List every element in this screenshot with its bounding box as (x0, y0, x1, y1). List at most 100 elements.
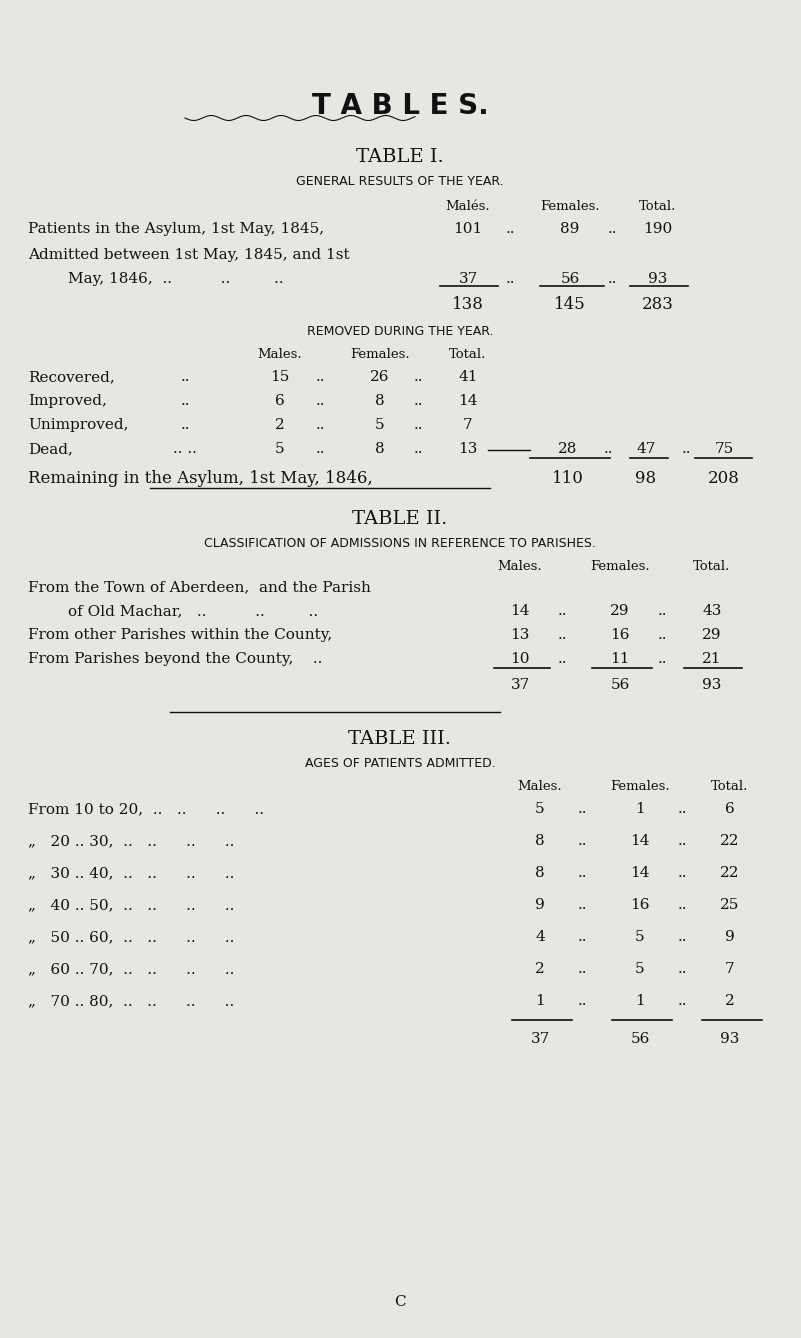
Text: 56: 56 (561, 272, 580, 286)
Text: ..: .. (578, 962, 587, 975)
Text: ..: .. (180, 371, 190, 384)
Text: ..: .. (678, 962, 686, 975)
Text: TABLE I.: TABLE I. (356, 149, 444, 166)
Text: ..: .. (557, 603, 567, 618)
Text: 2: 2 (535, 962, 545, 975)
Text: Females.: Females. (540, 199, 600, 213)
Text: ..: .. (316, 442, 324, 456)
Text: 14: 14 (630, 834, 650, 848)
Text: „   70 .. 80,  ..   ..      ..      ..: „ 70 .. 80, .. .. .. .. (28, 994, 234, 1008)
Text: Dead,: Dead, (28, 442, 73, 456)
Text: ..: .. (658, 652, 666, 666)
Text: „   60 .. 70,  ..   ..      ..      ..: „ 60 .. 70, .. .. .. .. (28, 962, 235, 975)
Text: Males.: Males. (517, 780, 562, 793)
Text: 16: 16 (630, 898, 650, 913)
Text: ..: .. (413, 442, 423, 456)
Text: 9: 9 (535, 898, 545, 913)
Text: C: C (394, 1295, 406, 1309)
Text: 37: 37 (530, 1032, 549, 1046)
Text: 145: 145 (554, 296, 586, 313)
Text: Females.: Females. (590, 561, 650, 573)
Text: ..: .. (578, 994, 587, 1008)
Text: Females.: Females. (350, 348, 410, 361)
Text: 4: 4 (535, 930, 545, 945)
Text: 43: 43 (702, 603, 722, 618)
Text: 208: 208 (708, 470, 740, 487)
Text: 283: 283 (642, 296, 674, 313)
Text: 25: 25 (720, 898, 739, 913)
Text: „   20 .. 30,  ..   ..      ..      ..: „ 20 .. 30, .. .. .. .. (28, 834, 235, 848)
Text: 47: 47 (636, 442, 656, 456)
Text: 93: 93 (702, 678, 722, 692)
Text: Admitted between 1st May, 1845, and 1st: Admitted between 1st May, 1845, and 1st (28, 248, 349, 262)
Text: ..: .. (607, 222, 617, 235)
Text: May, 1846,  ..          ..         ..: May, 1846, .. .. .. (68, 272, 284, 286)
Text: 75: 75 (714, 442, 734, 456)
Text: ..: .. (678, 994, 686, 1008)
Text: 93: 93 (720, 1032, 739, 1046)
Text: From other Parishes within the County,: From other Parishes within the County, (28, 628, 332, 642)
Text: ..: .. (681, 442, 690, 456)
Text: 29: 29 (702, 628, 722, 642)
Text: 29: 29 (610, 603, 630, 618)
Text: ..: .. (658, 603, 666, 618)
Text: 5: 5 (635, 962, 645, 975)
Text: 15: 15 (270, 371, 290, 384)
Text: 8: 8 (375, 393, 384, 408)
Text: „   30 .. 40,  ..   ..      ..      ..: „ 30 .. 40, .. .. .. .. (28, 866, 235, 880)
Text: „   50 .. 60,  ..   ..      ..      ..: „ 50 .. 60, .. .. .. .. (28, 930, 235, 945)
Text: ..: .. (578, 801, 587, 816)
Text: Total.: Total. (449, 348, 487, 361)
Text: ..: .. (180, 417, 190, 432)
Text: 7: 7 (725, 962, 735, 975)
Text: From Parishes beyond the County,    ..: From Parishes beyond the County, .. (28, 652, 322, 666)
Text: ..: .. (316, 393, 324, 408)
Text: ..: .. (316, 417, 324, 432)
Text: ..: .. (413, 417, 423, 432)
Text: Total.: Total. (711, 780, 749, 793)
Text: 22: 22 (720, 866, 740, 880)
Text: Recovered,: Recovered, (28, 371, 115, 384)
Text: 11: 11 (610, 652, 630, 666)
Text: 89: 89 (561, 222, 580, 235)
Text: 110: 110 (552, 470, 584, 487)
Text: 8: 8 (535, 834, 545, 848)
Text: ..: .. (678, 866, 686, 880)
Text: ..: .. (413, 393, 423, 408)
Text: Unimproved,: Unimproved, (28, 417, 128, 432)
Text: ..: .. (316, 371, 324, 384)
Text: Females.: Females. (610, 780, 670, 793)
Text: ..: .. (180, 393, 190, 408)
Text: .. ..: .. .. (173, 442, 197, 456)
Text: ..: .. (658, 628, 666, 642)
Text: 101: 101 (453, 222, 483, 235)
Text: 2: 2 (725, 994, 735, 1008)
Text: Remaining in the Asylum, 1st May, 1846,: Remaining in the Asylum, 1st May, 1846, (28, 470, 372, 487)
Text: 1: 1 (635, 801, 645, 816)
Text: 98: 98 (635, 470, 657, 487)
Text: 14: 14 (458, 393, 477, 408)
Text: 14: 14 (630, 866, 650, 880)
Text: 21: 21 (702, 652, 722, 666)
Text: ..: .. (413, 371, 423, 384)
Text: 5: 5 (535, 801, 545, 816)
Text: 6: 6 (275, 393, 285, 408)
Text: 37: 37 (510, 678, 529, 692)
Text: From the Town of Aberdeen,  and the Parish: From the Town of Aberdeen, and the Paris… (28, 579, 371, 594)
Text: ..: .. (557, 628, 567, 642)
Text: ..: .. (578, 898, 587, 913)
Text: ..: .. (578, 866, 587, 880)
Text: ..: .. (505, 272, 515, 286)
Text: ..: .. (607, 272, 617, 286)
Text: of Old Machar,   ..          ..         ..: of Old Machar, .. .. .. (68, 603, 318, 618)
Text: 5: 5 (635, 930, 645, 945)
Text: 8: 8 (375, 442, 384, 456)
Text: 37: 37 (458, 272, 477, 286)
Text: 56: 56 (610, 678, 630, 692)
Text: ..: .. (678, 898, 686, 913)
Text: 138: 138 (452, 296, 484, 313)
Text: CLASSIFICATION OF ADMISSIONS IN REFERENCE TO PARISHES.: CLASSIFICATION OF ADMISSIONS IN REFERENC… (204, 537, 596, 550)
Text: 22: 22 (720, 834, 740, 848)
Text: 56: 56 (630, 1032, 650, 1046)
Text: Males.: Males. (497, 561, 542, 573)
